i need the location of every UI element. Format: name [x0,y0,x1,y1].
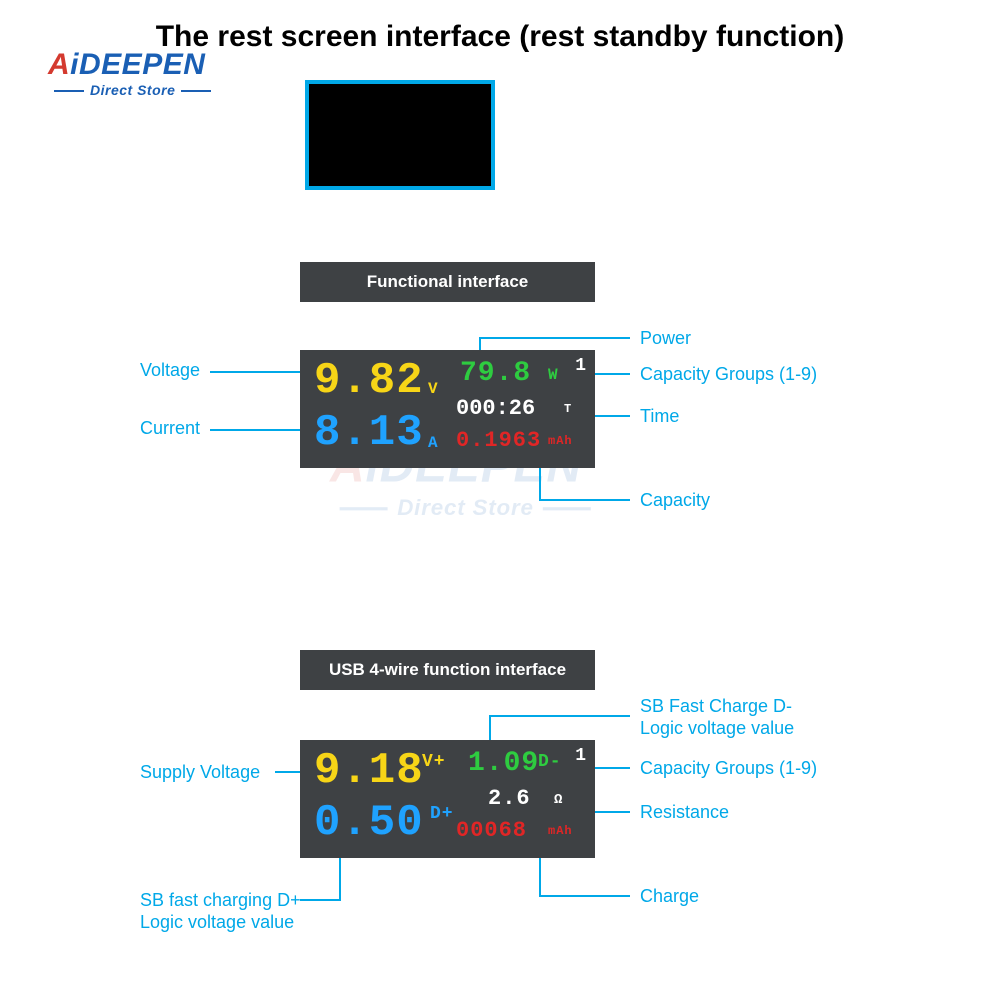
supply-voltage-unit: V+ [422,752,446,772]
rest-screen-preview [305,80,495,190]
voltage-value: 9.82 [314,356,424,406]
current-unit: A [428,434,439,452]
charge-value: 00068 [456,818,527,843]
label-dminus: SB Fast Charge D- Logic voltage value [640,696,794,739]
power-unit: W [548,366,559,384]
section-heading-functional: Functional interface [300,262,595,302]
resistance-value: 2.6 [488,786,531,811]
label-capacity: Capacity [640,490,710,512]
label-power: Power [640,328,691,350]
group-value-2: 1 [575,746,587,766]
brand-logo: AiDEEPEN Direct Store [48,48,217,98]
supply-voltage-value: 9.18 [314,746,424,796]
dplus-value: 0.50 [314,798,424,848]
label-charge: Charge [640,886,699,908]
label-time: Time [640,406,679,428]
capacity-value: 0.1963 [456,428,541,453]
capacity-unit: mAh [548,434,573,448]
voltage-unit: V [428,380,439,398]
time-value: 000:26 [456,396,535,421]
label-current: Current [140,418,200,440]
label-resistance: Resistance [640,802,729,824]
group-value: 1 [575,356,587,376]
label-dplus: SB fast charging D+ Logic voltage value [140,890,301,933]
dplus-unit: D+ [430,804,454,824]
label-voltage: Voltage [140,360,200,382]
label-capacity-groups-2: Capacity Groups (1-9) [640,758,817,780]
resistance-unit: Ω [554,792,563,808]
usb-display-panel: 9.18 V+ 1.09 D- 1 0.50 D+ 2.6 Ω 00068 mA… [300,740,595,858]
label-capacity-groups: Capacity Groups (1-9) [640,364,817,386]
section-heading-usb: USB 4-wire function interface [300,650,595,690]
label-supply-voltage: Supply Voltage [140,762,260,784]
charge-unit: mAh [548,824,573,838]
current-value: 8.13 [314,408,424,458]
dminus-value: 1.09 [468,748,539,779]
functional-display-panel: 9.82 V 79.8 W 1 8.13 A 000:26 T 0.1963 m… [300,350,595,468]
dminus-unit: D- [538,752,562,772]
power-value: 79.8 [460,358,531,389]
time-unit: T [564,402,572,416]
